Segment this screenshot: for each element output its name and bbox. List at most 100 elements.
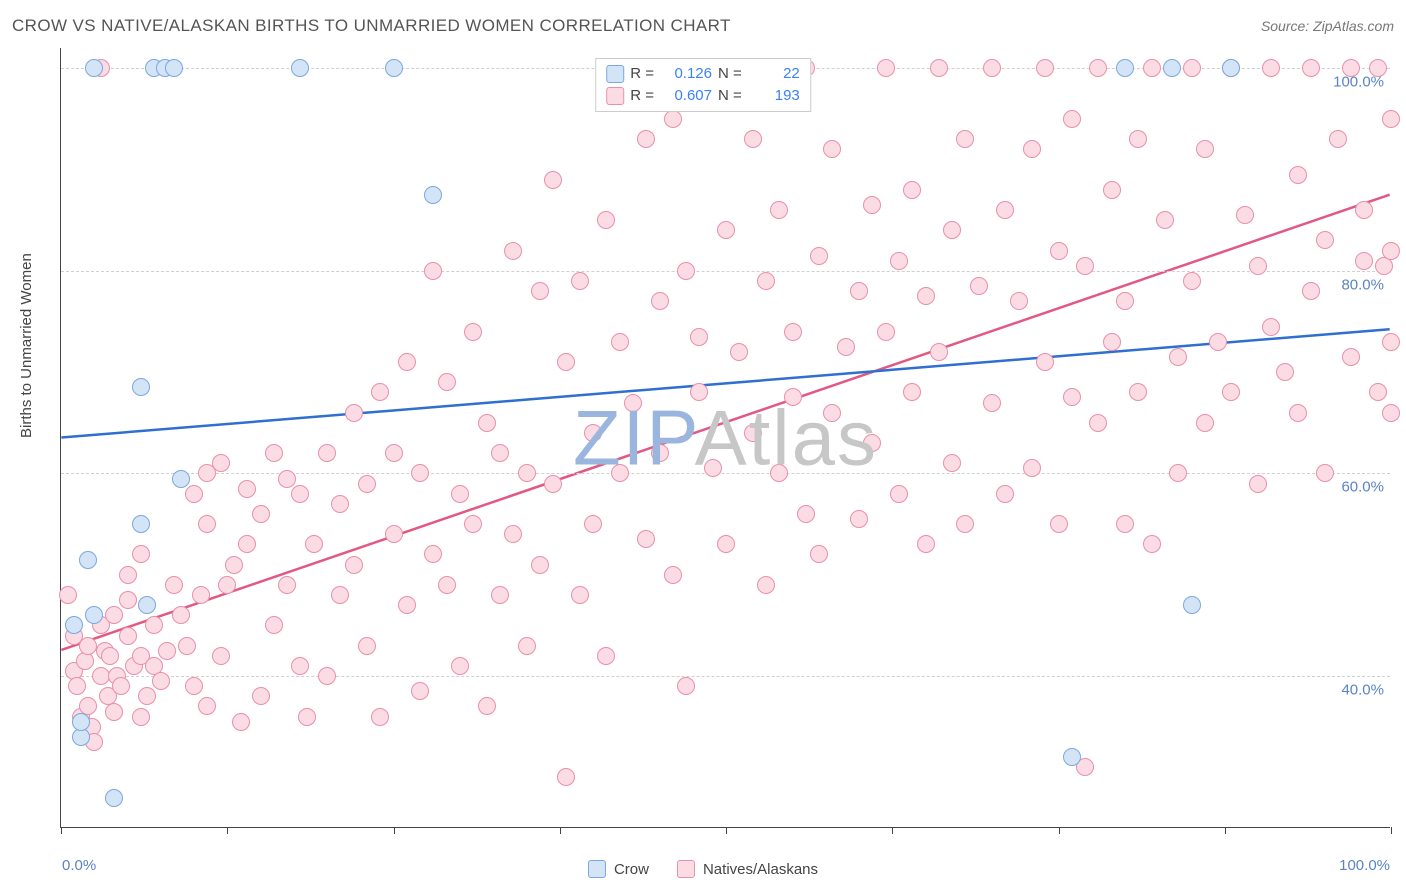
natives-point [318,444,336,462]
natives-point [1355,201,1373,219]
natives-point [1369,59,1387,77]
n-label: N = [718,63,742,85]
natives-point [943,221,961,239]
natives-point [278,576,296,594]
natives-point [1342,59,1360,77]
natives-point [850,510,868,528]
natives-point [198,515,216,533]
natives-point [837,338,855,356]
natives-point [744,130,762,148]
crow-swatch-icon [588,860,606,878]
natives-point [278,470,296,488]
natives-point [1183,59,1201,77]
natives-point [1369,383,1387,401]
natives-point [385,444,403,462]
natives-point [584,515,602,533]
natives-point [79,637,97,655]
crow-swatch-icon [606,65,624,83]
natives-point [112,677,130,695]
natives-point [119,627,137,645]
x-axis-max-label: 100.0% [1339,857,1390,874]
natives-point [59,586,77,604]
grid-line [61,676,1390,677]
natives-point [557,353,575,371]
natives-point [1103,333,1121,351]
natives-point [744,424,762,442]
crow-series-label: Crow [614,861,649,878]
natives-point [930,343,948,361]
x-tick [1391,827,1392,834]
natives-point [863,196,881,214]
natives-point [1262,59,1280,77]
natives-point [1169,464,1187,482]
natives-point [411,682,429,700]
natives-point [1050,515,1068,533]
natives-point [1050,242,1068,260]
natives-point [1196,414,1214,432]
natives-point [983,59,1001,77]
natives-point [358,475,376,493]
natives-point [1276,363,1294,381]
natives-n-value: 193 [748,85,800,107]
natives-point [232,713,250,731]
natives-point [1103,181,1121,199]
natives-point [491,586,509,604]
natives-point [1196,140,1214,158]
natives-point [624,394,642,412]
natives-point [770,464,788,482]
natives-point [1116,515,1134,533]
natives-point [438,576,456,594]
natives-swatch-icon [606,87,624,105]
natives-point [637,130,655,148]
natives-point [238,480,256,498]
natives-point [810,247,828,265]
natives-point [664,566,682,584]
natives-point [331,495,349,513]
natives-point [784,323,802,341]
natives-point [1222,383,1240,401]
crow-point [1163,59,1181,77]
natives-point [584,424,602,442]
natives-point [291,657,309,675]
y-tick-label: 40.0% [1341,682,1384,699]
x-tick [1059,827,1060,834]
scatter-plot: ZIPAtlas 40.0%60.0%80.0%100.0% [60,48,1390,828]
natives-point [917,535,935,553]
natives-point [265,616,283,634]
natives-point [1209,333,1227,351]
x-tick [227,827,228,834]
natives-point [101,647,119,665]
natives-point [531,556,549,574]
crow-point [105,789,123,807]
natives-point [544,475,562,493]
natives-point [917,287,935,305]
natives-point [1355,252,1373,270]
natives-series-label: Natives/Alaskans [703,861,818,878]
natives-point [345,404,363,422]
natives-point [531,282,549,300]
crow-point [1183,596,1201,614]
natives-point [345,556,363,574]
natives-point [690,328,708,346]
natives-point [451,657,469,675]
natives-point [757,272,775,290]
crow-point [165,59,183,77]
natives-point [385,525,403,543]
natives-point [823,140,841,158]
natives-point [1289,166,1307,184]
correlation-legend: R = 0.126 N = 22 R = 0.607 N = 193 [595,58,811,112]
natives-point [717,535,735,553]
natives-point [690,383,708,401]
y-axis-title: Births to Unmarried Women [18,253,35,438]
natives-point [996,485,1014,503]
natives-point [105,703,123,721]
natives-point [411,464,429,482]
natives-point [438,373,456,391]
legend-row-natives: R = 0.607 N = 193 [606,85,800,107]
natives-point [518,464,536,482]
natives-point [478,414,496,432]
natives-point [611,333,629,351]
natives-point [132,545,150,563]
natives-point [903,181,921,199]
natives-point [1076,257,1094,275]
